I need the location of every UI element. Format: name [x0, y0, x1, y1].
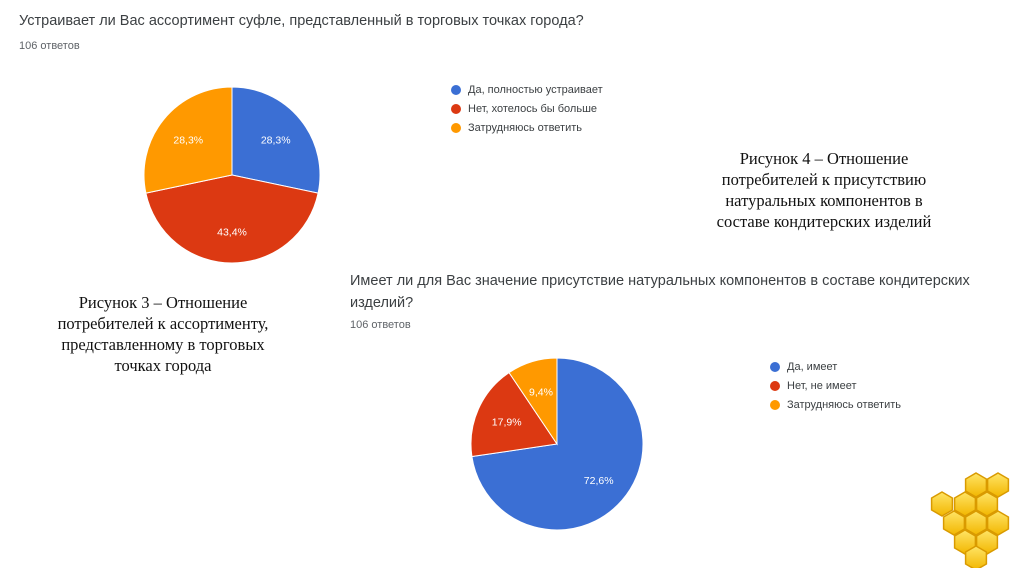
chart2-title-line: изделий?	[350, 295, 414, 311]
chart2-legend-dot-1	[770, 380, 780, 391]
figure3-caption-line: представленному в торговых	[61, 335, 265, 354]
chart2-title-line: Имеет ли для Вас значение присутствие на…	[350, 273, 970, 289]
figure4-caption-line: натуральных компонентов в	[725, 191, 923, 210]
chart2-legend-dot-2	[770, 399, 780, 410]
chart1-pie: 28,3% 43,4% 28,3%	[143, 86, 321, 264]
chart2-legend-dot-0	[770, 361, 780, 372]
chart1-legend-item-0: Да, полностью устраивает	[451, 80, 603, 99]
chart2-slice-2	[508, 357, 558, 446]
figure4-caption-line: потребителей к присутствию	[721, 170, 927, 189]
chart1-legend-label-2: Затрудняюсь ответить	[468, 121, 583, 134]
figure3-caption-line: потребителей к ассортименту,	[57, 314, 269, 333]
chart1-legend-item-1: Нет, хотелось бы больше	[451, 99, 603, 118]
chart1-legend-dot-2	[451, 122, 461, 133]
chart1-slice-0	[231, 86, 321, 194]
chart2-legend-item-0: Да, имеет	[770, 357, 901, 376]
figure3-caption-line: точках города	[114, 356, 212, 375]
chart2-legend-label-0: Да, имеет	[787, 360, 838, 373]
chart2-pie: 72,6% 17,9% 9,4%	[470, 357, 644, 531]
chart1-legend-dot-1	[451, 103, 461, 114]
chart2-slice-label-0: 72,6%	[584, 475, 614, 487]
chart1-legend-label-1: Нет, хотелось бы больше	[468, 102, 598, 115]
chart1-slice-2	[143, 86, 233, 194]
chart1-legend-dot-0	[451, 84, 461, 95]
chart2-response-count: 106 ответов	[350, 319, 411, 331]
chart2-slice-label-2: 9,4%	[529, 386, 553, 398]
chart1-response-count: 106 ответов	[19, 40, 80, 52]
figure3-caption-line: Рисунок 3 – Отношение	[78, 293, 248, 312]
figure4-caption: Рисунок 4 – Отношение потребителей к при…	[688, 148, 960, 232]
chart1-slice-1	[145, 174, 319, 264]
chart2-slice-label-1: 17,9%	[492, 417, 522, 429]
chart1-slice-label-2: 28,3%	[173, 135, 203, 147]
chart1-legend: Да, полностью устраивает Нет, хотелось бы…	[451, 80, 603, 137]
figure4-caption-line: Рисунок 4 – Отношение	[739, 149, 909, 168]
chart1-title: Устраивает ли Вас ассортимент суфле, пре…	[19, 13, 584, 29]
figure3-caption: Рисунок 3 – Отношение потребителей к асс…	[18, 292, 308, 376]
honeycomb-decoration	[930, 472, 1010, 568]
chart2-legend-label-1: Нет, не имеет	[787, 379, 857, 392]
chart2-legend: Да, имеет Нет, не имеет Затрудняюсь ответи…	[770, 357, 901, 414]
chart2-legend-label-2: Затрудняюсь ответить	[787, 398, 902, 411]
figure4-caption-line: составе кондитерских изделий	[716, 212, 932, 231]
chart2-title: Имеет ли для Вас значение присутствие на…	[350, 270, 1020, 314]
chart1-legend-label-0: Да, полностью устраивает	[468, 83, 603, 96]
chart2-legend-item-1: Нет, не имеет	[770, 376, 901, 395]
chart2-legend-item-2: Затрудняюсь ответить	[770, 395, 901, 414]
chart1-legend-item-2: Затрудняюсь ответить	[451, 118, 603, 137]
chart2-slice-1	[470, 371, 558, 458]
chart1-slice-label-1: 43,4%	[217, 226, 247, 238]
chart1-slice-label-0: 28,3%	[261, 135, 291, 147]
